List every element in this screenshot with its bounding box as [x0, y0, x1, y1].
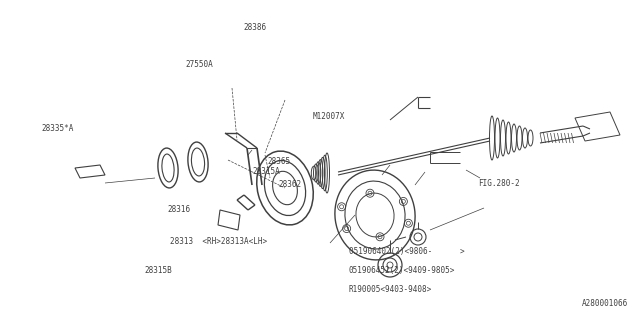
Text: 28315B: 28315B [144, 266, 172, 275]
Text: 28335*A: 28335*A [42, 124, 74, 132]
Text: M12007X: M12007X [312, 112, 345, 121]
Text: 28365: 28365 [268, 157, 291, 166]
Text: 28386: 28386 [243, 23, 266, 32]
Text: 28316: 28316 [168, 205, 191, 214]
Text: 28362: 28362 [278, 180, 301, 188]
Text: 27550A: 27550A [186, 60, 213, 68]
Text: 051906452(2)<9409-9805>: 051906452(2)<9409-9805> [349, 266, 455, 275]
Text: R190005<9403-9408>: R190005<9403-9408> [349, 285, 432, 294]
Text: FIG.280-2: FIG.280-2 [478, 179, 520, 188]
Text: 051906402(2)<9806-      >: 051906402(2)<9806- > [349, 247, 465, 256]
Text: A280001066: A280001066 [582, 299, 628, 308]
Text: 28315A: 28315A [253, 167, 280, 176]
Text: 28313  <RH>28313A<LH>: 28313 <RH>28313A<LH> [170, 237, 267, 246]
